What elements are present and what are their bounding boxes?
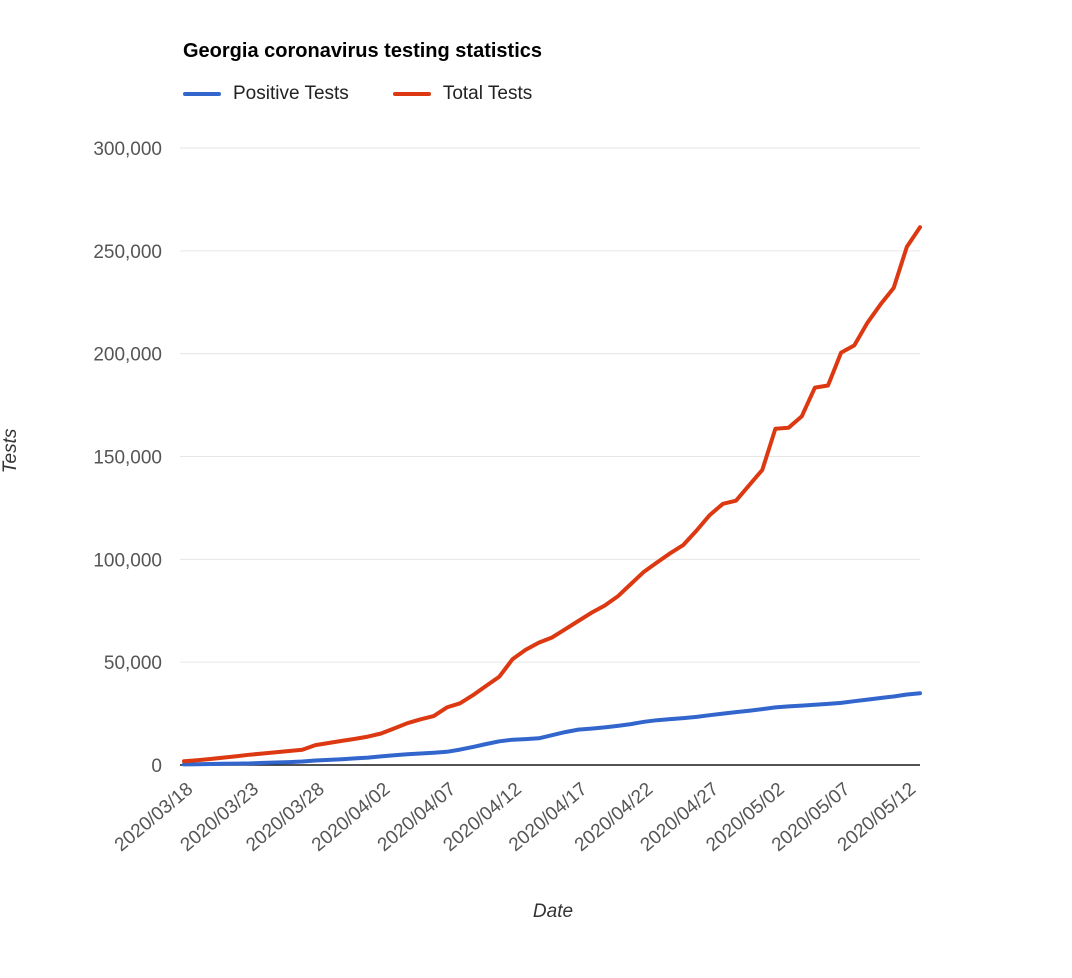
svg-text:50,000: 50,000 (104, 653, 162, 674)
svg-text:150,000: 150,000 (93, 448, 162, 469)
legend: Positive Tests Total Tests (183, 83, 532, 105)
svg-text:300,000: 300,000 (93, 139, 162, 160)
chart-title: Georgia coronavirus testing statistics (183, 40, 542, 62)
legend-label-positive-tests: Positive Tests (233, 83, 349, 104)
svg-text:250,000: 250,000 (93, 242, 162, 263)
line-swatch-positive-icon (183, 92, 221, 96)
line-swatch-total-icon (392, 92, 431, 96)
legend-item-positive-tests[interactable]: Positive Tests (183, 83, 349, 105)
legend-label-total-tests: Total Tests (442, 83, 533, 104)
x-axis-title: Date (532, 901, 574, 922)
legend-item-total-tests[interactable]: Total Tests (392, 83, 533, 105)
svg-text:200,000: 200,000 (93, 345, 162, 366)
svg-text:0: 0 (151, 756, 162, 777)
svg-text:100,000: 100,000 (93, 550, 162, 571)
